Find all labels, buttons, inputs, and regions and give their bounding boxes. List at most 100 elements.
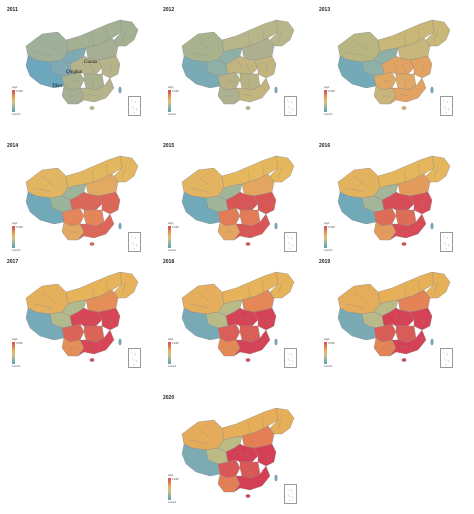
map-panel-2017: 2017 High 0.948 Low 0.1 [4,256,156,378]
province-region [389,213,427,241]
province-border [421,199,425,209]
province-border [91,33,95,47]
province-border [197,39,211,51]
legend-gradient-bar [168,226,171,248]
province-border [197,175,211,187]
province-border [433,281,439,295]
province-border [237,313,243,321]
legend-high-value: 0.948 [172,90,179,93]
hainan-island [401,358,407,362]
province-border [105,163,109,177]
taiwan-island [118,222,122,230]
province-region [181,31,225,63]
taiwan-island [118,338,122,346]
south-china-sea-inset [284,232,297,252]
province-region [25,31,69,63]
province-border [121,29,127,43]
panel-year-label: 2014 [7,143,19,149]
province-border [403,77,407,87]
legend-high-value: 0.948 [328,226,335,229]
south-china-sea-inset [440,96,453,116]
legend-low-value: 0.1 [329,113,333,116]
map-label-qinghai: Qinghai [66,70,83,75]
legend-low-value: 0.1 [17,113,21,116]
hainan-island [245,494,251,498]
province-border [33,303,53,309]
color-legend: High 0.948 Low 0.1 [168,84,188,118]
legend-gradient-bar [12,90,15,112]
province-border [247,329,251,339]
province-border [91,77,95,87]
legend-low-value: 0.1 [329,249,333,252]
south-china-sea-inset [284,484,297,504]
legend-gradient-bar [168,90,171,112]
province-border [243,481,253,485]
province-border [261,415,265,429]
province-border [353,291,367,303]
province-border [237,61,243,69]
legend-high-value: 0.948 [16,90,23,93]
legend-high-value: 0.948 [16,342,23,345]
map-label-gansu: Gansu [84,60,98,65]
province-region [181,419,225,451]
legend-low-label: Low [324,113,329,116]
map-panel-2013: 2013 High 0.948 Low 0.1 [316,4,468,126]
province-border [277,165,283,179]
province-region [425,155,451,183]
legend-high-label: High [12,222,18,225]
province-border [433,29,439,43]
south-china-sea-inset [128,96,141,116]
panel-year-label: 2012 [163,7,175,13]
province-border [109,63,113,73]
province-border [247,465,251,475]
province-border [353,175,367,187]
province-border [345,187,365,193]
panel-year-label: 2020 [163,395,175,401]
province-border [189,303,209,309]
province-region [389,77,427,105]
province-border [417,279,421,293]
province-region [233,329,271,357]
color-legend: High 0.948 Low 0.1 [324,336,344,370]
province-border [71,331,79,335]
province-border [245,451,251,461]
province-region [25,167,69,199]
legend-high-value: 0.948 [172,478,179,481]
china-map [25,271,139,362]
province-border [81,313,87,321]
province-border [247,169,251,183]
province-border [403,169,407,183]
province-border [265,315,269,325]
legend-low-label: Low [324,365,329,368]
legend-gradient-bar [324,90,327,112]
province-border [87,345,97,349]
province-region [269,155,295,183]
province-border [247,285,251,299]
province-border [421,315,425,325]
province-border [109,199,113,209]
legend-high-label: High [12,338,18,341]
province-border [261,163,265,177]
province-region [181,283,225,315]
china-map [337,19,451,110]
province-border [189,51,209,57]
province-border [403,329,407,339]
province-border [227,79,235,83]
province-border [237,197,243,205]
legend-low-label: Low [12,113,17,116]
province-border [393,313,399,321]
color-legend: High 0.948 Low 0.1 [324,84,344,118]
map-panel-2014: 2014 High 0.948 Low 0.1 [4,140,156,262]
province-border [247,33,251,47]
province-border [399,93,409,97]
province-border [401,199,407,209]
legend-low-value: 0.1 [17,249,21,252]
province-region [25,283,69,315]
legend-low-label: Low [168,501,173,504]
taiwan-island [430,222,434,230]
china-map [181,19,295,110]
legend-high-label: High [324,222,330,225]
province-border [261,279,265,293]
province-region [389,329,427,357]
china-map [25,155,139,246]
